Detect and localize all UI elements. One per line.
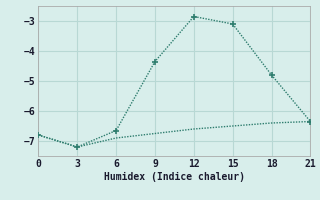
- X-axis label: Humidex (Indice chaleur): Humidex (Indice chaleur): [104, 172, 245, 182]
